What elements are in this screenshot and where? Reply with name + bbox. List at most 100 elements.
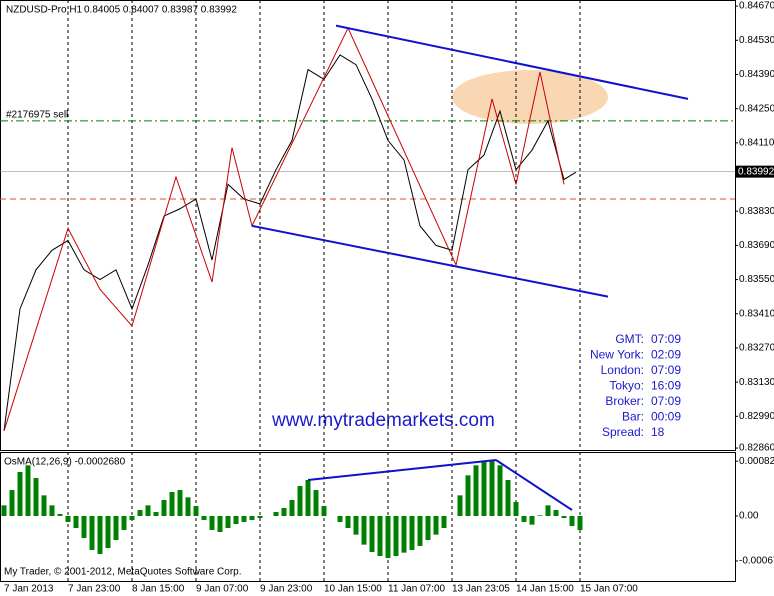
oscillator-bar [313,490,319,516]
oscillator-bar [497,465,503,516]
oscillator-bar [481,462,487,516]
oscillator-bar [249,516,255,520]
oscillator-bar [113,516,119,540]
oscillator-bar [545,505,551,516]
oscillator-title: OsMA(12,26,9) -0.0002680 [4,457,126,468]
oscillator-bar [97,516,103,554]
y-tick-label: 0.000823 [739,456,774,467]
oscillator-bar [505,480,511,516]
y-tick-label: 0.83690 [739,240,774,251]
oscillator-bar [393,516,399,556]
series-line [3,54,577,432]
info-label: Tokyo: [609,379,644,393]
oscillator-bar [185,497,191,516]
oscillator-bar [233,516,239,524]
oscillator-bar [241,516,247,522]
oscillator-bar [401,516,407,553]
x-tick-label: 13 Jan 23:05 [452,584,510,595]
oscillator-bar [225,516,231,528]
oscillator-bar [25,465,31,516]
oscillator-bar [577,516,583,530]
y-tick-label: 0.84530 [739,35,774,46]
oscillator-bar [345,516,351,528]
info-label: Broker: [605,394,644,408]
oscillator-bar [177,490,183,516]
oscillator-bar [9,490,15,516]
oscillator-bar [465,475,471,516]
oscillator-bar [17,472,23,516]
oscillator-bar [89,516,95,550]
x-tick-label: 10 Jan 15:00 [324,584,382,595]
oscillator-bar [289,500,295,516]
series-line [307,459,497,481]
oscillator-bar [129,516,135,520]
x-tick-label: 14 Jan 15:00 [516,584,574,595]
info-label: Bar: [622,410,644,424]
series-line [335,24,689,100]
info-value: 07:09 [651,394,681,408]
info-label: London: [601,363,644,377]
y-tick-label: -0.000674 [739,556,774,567]
oscillator-bar [193,506,199,516]
level-label: #2176975 sell [6,110,68,121]
highlight-zone [452,70,608,124]
x-tick-label: 11 Jan 07:00 [388,584,446,595]
oscillator-bar [57,514,63,516]
x-tick-label: 15 Jan 07:00 [580,584,638,595]
oscillator-bar [409,516,415,550]
oscillator-bar [561,516,567,518]
oscillator-bar [161,500,167,516]
oscillator-bar [489,460,495,516]
oscillator-bar [521,516,527,522]
oscillator-bar [473,465,479,516]
oscillator-bar [337,516,343,522]
watermark: www.mytrademarkets.com [271,410,495,431]
oscillator-bar [321,506,327,516]
info-value: 00:09 [651,410,681,424]
oscillator-panel [0,452,736,582]
oscillator-bar [153,512,159,516]
oscillator-bar [49,505,55,516]
oscillator-bar [1,505,7,516]
oscillator-bar [369,516,375,552]
oscillator-bar [217,516,223,532]
oscillator-bar [425,516,431,540]
info-label: New York: [590,348,644,362]
x-tick-label: 7 Jan 23:00 [68,584,121,595]
oscillator-bar [209,516,215,530]
oscillator-bar [417,516,423,546]
oscillator-bar [65,516,71,522]
oscillator-bar [433,516,439,535]
oscillator-bar [145,505,151,516]
info-label: Spread: [602,425,644,439]
oscillator-bar [121,516,127,530]
last-price-label: 0.83992 [738,166,774,177]
info-value: 07:09 [651,332,681,346]
oscillator-bar [137,510,143,516]
symbol-title: NZDUSD-Pro,H1 [6,5,83,16]
oscillator-bar [441,516,447,528]
y-tick-label: 0.84670 [739,1,774,12]
oscillator-bar [257,516,263,518]
info-value: 18 [651,425,665,439]
oscillator-bar [41,495,47,516]
y-tick-label: 0.83130 [739,377,774,388]
oscillator-bar [529,516,535,525]
oscillator-bar [353,516,359,535]
oscillator-bar [281,508,287,516]
info-value: 07:09 [651,363,681,377]
ohlc-values: 0.84005 0.84007 0.83987 0.83992 [84,5,237,16]
info-label: GMT: [615,332,644,346]
y-tick-label: 0.82860 [739,443,774,454]
y-tick-label: 0.82990 [739,411,774,422]
oscillator-bar [273,512,279,516]
oscillator-bar [537,515,543,516]
oscillator-bar [569,516,575,526]
x-tick-label: 9 Jan 07:00 [196,584,249,595]
footer: My Trader, © 2001-2012, MetaQuotes Softw… [4,567,242,578]
info-value: 16:09 [651,379,681,393]
x-tick-label: 8 Jan 15:00 [132,584,185,595]
oscillator-bar [553,510,559,516]
